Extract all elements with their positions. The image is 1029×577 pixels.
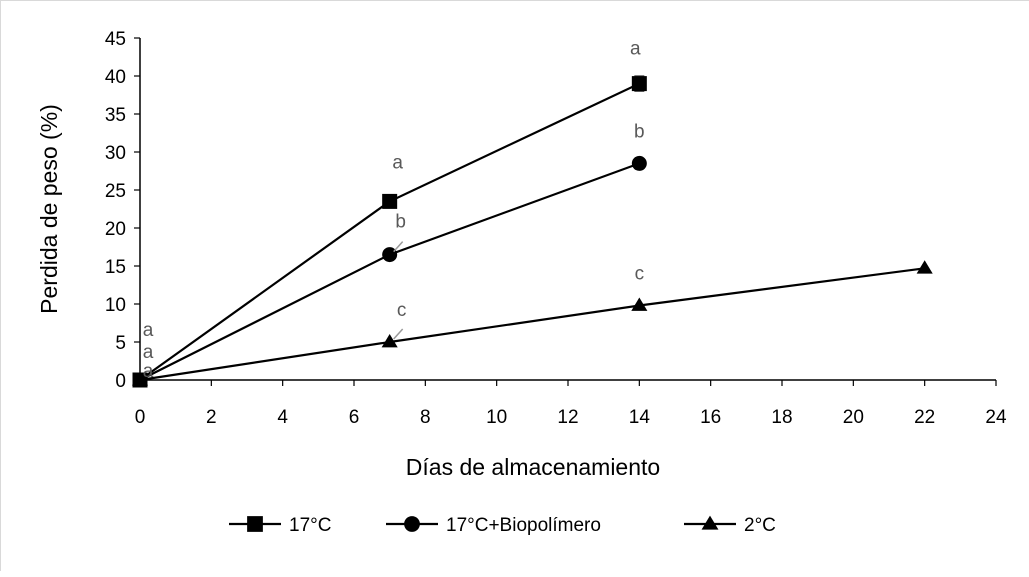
y-tick-label: 45 [105, 29, 126, 50]
x-tick-label: 2 [206, 407, 217, 428]
significance-letter: a [392, 152, 403, 173]
annotation-leader [393, 241, 404, 253]
legend-marker [247, 516, 263, 532]
data-point [382, 193, 398, 209]
significance-letter: c [635, 264, 645, 285]
significance-letter: a [143, 320, 154, 341]
y-axis-title: Perdida de peso (%) [36, 104, 62, 314]
significance-letter: b [395, 212, 406, 233]
legend-label: 17°C+Biopolímero [446, 515, 601, 536]
significance-letter: c [397, 300, 407, 321]
x-tick-label: 12 [557, 407, 578, 428]
legend-label: 2°C [744, 515, 776, 536]
y-tick-label: 25 [105, 181, 126, 202]
legend-label: 17°C [289, 515, 331, 536]
x-tick-label: 6 [349, 407, 360, 428]
y-tick-label: 40 [105, 67, 126, 88]
x-tick-label: 8 [420, 407, 431, 428]
data-point [381, 334, 398, 348]
x-tick-label: 18 [771, 407, 792, 428]
data-point [916, 260, 933, 274]
x-axis-title: Días de almacenamiento [406, 454, 660, 480]
annotation-leader [393, 328, 404, 340]
y-tick-label: 35 [105, 105, 126, 126]
significance-letter: b [634, 121, 645, 142]
x-tick-label: 0 [135, 407, 146, 428]
x-tick-label: 10 [486, 407, 507, 428]
x-tick-label: 24 [985, 407, 1007, 428]
series-line [139, 267, 925, 382]
y-tick-label: 0 [115, 371, 126, 392]
legend-marker [404, 516, 420, 532]
significance-letter: a [630, 39, 641, 60]
y-tick-label: 30 [105, 143, 126, 164]
legend-marker [701, 515, 719, 530]
y-tick-label: 5 [115, 333, 126, 354]
significance-letter: a [143, 361, 154, 382]
significance-letter: a [143, 342, 154, 363]
x-tick-label: 20 [843, 407, 864, 428]
x-tick-label: 14 [629, 407, 651, 428]
data-point [631, 155, 647, 171]
y-tick-label: 15 [105, 257, 126, 278]
x-tick-label: 4 [277, 407, 288, 428]
x-tick-label: 16 [700, 407, 721, 428]
data-point [631, 76, 647, 92]
y-tick-label: 10 [105, 295, 126, 316]
data-point [631, 297, 648, 311]
data-point [131, 372, 149, 386]
y-tick-label: 20 [105, 219, 126, 240]
x-tick-label: 22 [914, 407, 935, 428]
